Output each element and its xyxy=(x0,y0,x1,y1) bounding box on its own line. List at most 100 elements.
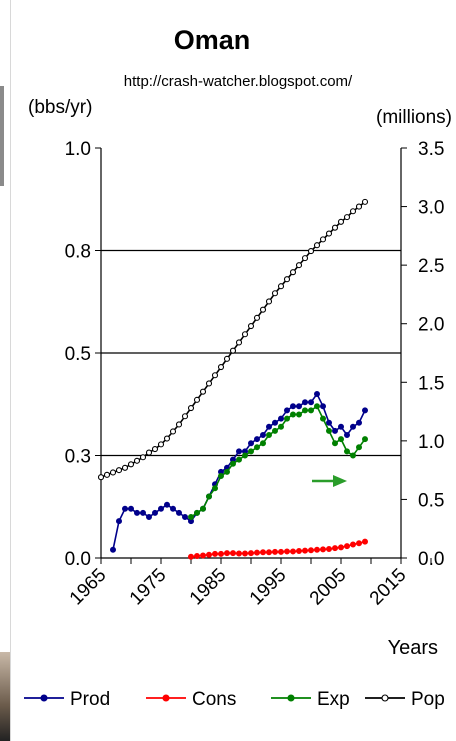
point-cons xyxy=(337,544,344,551)
point-prod xyxy=(116,518,123,525)
point-prod xyxy=(295,403,302,410)
point-exp xyxy=(289,411,296,418)
point-cons xyxy=(325,545,332,552)
point-cons xyxy=(343,543,350,550)
series-line-pop xyxy=(100,201,366,478)
point-pop xyxy=(139,454,147,461)
point-pop xyxy=(331,224,339,231)
y-tick-label: 0.5 xyxy=(65,344,91,365)
y-tick-label: 0.0 xyxy=(65,549,91,570)
legend-label-cons: Cons xyxy=(192,689,236,710)
point-prod xyxy=(163,501,170,508)
point-prod xyxy=(277,415,284,422)
point-prod xyxy=(343,431,350,438)
point-exp xyxy=(235,456,242,463)
point-pop xyxy=(325,230,333,237)
point-cons xyxy=(229,550,236,557)
point-exp xyxy=(295,411,302,418)
point-cons xyxy=(319,546,326,553)
chart-subtitle: http://crash-watcher.blogspot.com/ xyxy=(124,73,353,90)
point-cons xyxy=(301,547,308,554)
point-cons xyxy=(271,548,278,555)
point-cons xyxy=(313,546,320,553)
y-tick-label: 0.3 xyxy=(65,447,91,468)
point-pop xyxy=(349,208,357,215)
x-tick-label: 2005 xyxy=(306,565,351,610)
point-pop xyxy=(181,413,189,420)
left-edge-fragment xyxy=(0,86,4,186)
point-prod xyxy=(289,403,296,410)
point-pop xyxy=(295,262,303,269)
point-cons xyxy=(331,545,338,552)
point-prod xyxy=(307,399,314,406)
legend-marker-exp xyxy=(287,694,295,702)
point-prod xyxy=(259,431,266,438)
point-pop xyxy=(355,203,363,210)
y-tick-label: 0.8 xyxy=(65,242,91,263)
y2-tick-label: 3.0 xyxy=(418,198,444,219)
point-cons xyxy=(307,547,314,554)
chart-title: Oman xyxy=(174,25,251,55)
y-tick-label: 1.0 xyxy=(65,139,91,160)
legend: Prod Cons Exp Pop xyxy=(24,689,445,710)
y2-tick-label: 1.0 xyxy=(418,432,444,453)
y2-tick-label: 0.5 xyxy=(418,490,444,511)
point-prod xyxy=(122,505,129,512)
point-pop xyxy=(337,218,345,225)
point-pop xyxy=(253,314,261,321)
point-pop xyxy=(133,457,141,464)
point-cons xyxy=(217,550,224,557)
point-prod xyxy=(235,448,242,455)
point-pop xyxy=(109,469,117,476)
right-axis-label: (millions) xyxy=(376,107,452,128)
left-axis-label: (bbs/yr) xyxy=(28,97,92,118)
point-pop xyxy=(121,464,129,471)
point-prod xyxy=(349,423,356,430)
point-cons xyxy=(205,551,212,558)
legend-label-prod: Prod xyxy=(70,689,110,710)
point-pop xyxy=(223,355,231,362)
point-pop xyxy=(145,449,153,456)
point-pop xyxy=(211,372,219,379)
point-exp xyxy=(253,444,260,451)
x-tick-label: 2015 xyxy=(366,565,411,610)
point-exp xyxy=(271,427,278,434)
point-cons xyxy=(187,553,194,560)
point-cons xyxy=(199,552,206,559)
point-prod xyxy=(145,514,152,521)
point-cons xyxy=(223,550,230,557)
data-series xyxy=(97,198,369,560)
point-pop xyxy=(217,364,225,371)
point-exp xyxy=(361,436,368,443)
y2-tick-label: 2.5 xyxy=(418,256,444,277)
point-cons xyxy=(277,548,284,555)
point-pop xyxy=(283,276,291,283)
point-pop xyxy=(277,283,285,290)
point-pop xyxy=(163,435,171,442)
point-prod xyxy=(151,509,158,516)
point-pop xyxy=(259,306,267,313)
legend-label-pop: Pop xyxy=(411,689,445,710)
point-exp xyxy=(229,460,236,467)
point-exp xyxy=(259,440,266,447)
legend-marker-cons xyxy=(162,694,170,702)
x-tick-label: 1985 xyxy=(186,565,231,610)
point-pop xyxy=(229,347,237,354)
point-exp xyxy=(355,444,362,451)
point-exp xyxy=(205,493,212,500)
point-prod xyxy=(313,390,320,397)
point-prod xyxy=(247,440,254,447)
point-cons xyxy=(193,552,200,559)
point-pop xyxy=(307,248,315,255)
point-pop xyxy=(289,269,297,276)
point-prod xyxy=(361,407,368,414)
point-exp xyxy=(325,427,332,434)
point-pop xyxy=(265,298,273,305)
tick-labels: 0.00.30.50.81.00.00.51.01.52.02.53.03.51… xyxy=(65,139,445,609)
point-pop xyxy=(319,236,327,243)
point-pop xyxy=(103,471,111,478)
point-pop xyxy=(115,467,123,474)
point-cons xyxy=(355,540,362,547)
series-line-prod xyxy=(112,392,366,550)
